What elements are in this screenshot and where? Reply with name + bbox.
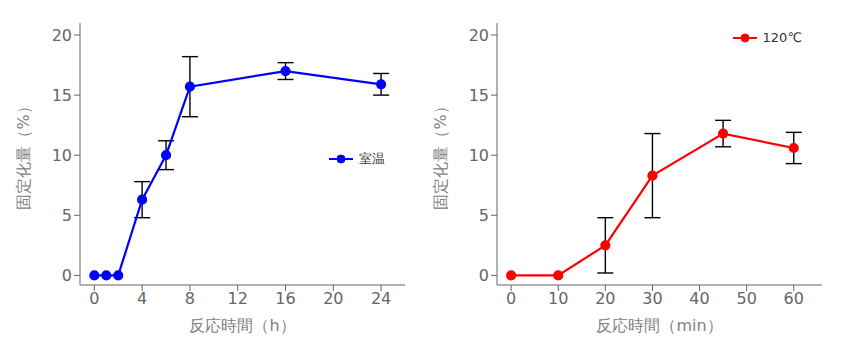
- svg-text:反応時間（h）: 反応時間（h）: [189, 316, 295, 335]
- svg-text:15: 15: [469, 86, 489, 105]
- svg-text:24: 24: [371, 289, 391, 308]
- svg-text:8: 8: [185, 289, 195, 308]
- svg-text:固定化量（%）: 固定化量（%）: [431, 98, 450, 209]
- svg-text:20: 20: [595, 289, 615, 308]
- svg-text:0: 0: [479, 266, 489, 285]
- svg-text:12: 12: [228, 289, 248, 308]
- svg-text:10: 10: [548, 289, 568, 308]
- svg-text:0: 0: [62, 266, 72, 285]
- html-text:室温: 室温: [359, 150, 385, 166]
- svg-text:反応時間（min）: 反応時間（min）: [596, 316, 722, 335]
- svg-text:60: 60: [784, 289, 804, 308]
- svg-text:30: 30: [642, 289, 662, 308]
- svg-text:固定化量（%）: 固定化量（%）: [14, 98, 33, 209]
- svg-text:5: 5: [479, 206, 489, 225]
- svg-text:15: 15: [52, 86, 72, 105]
- svg-text:20: 20: [52, 26, 72, 45]
- svg-text:10: 10: [52, 146, 72, 165]
- svg-text:5: 5: [62, 206, 72, 225]
- svg-text:20: 20: [323, 289, 343, 308]
- svg-text:10: 10: [469, 146, 489, 165]
- svg-text:20: 20: [469, 26, 489, 45]
- svg-text:50: 50: [736, 289, 756, 308]
- svg-text:40: 40: [689, 289, 709, 308]
- svg-text:0: 0: [89, 289, 99, 308]
- svg-text:4: 4: [137, 289, 147, 308]
- html-text:120℃: 120℃: [762, 30, 802, 45]
- svg-text:16: 16: [275, 289, 295, 308]
- svg-text:0: 0: [506, 289, 516, 308]
